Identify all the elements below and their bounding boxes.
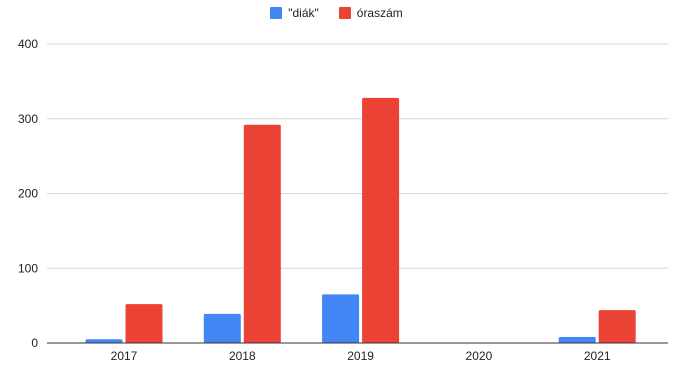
x-tick-label: 2018 xyxy=(229,349,256,363)
legend-label-diak: "diák" xyxy=(288,6,319,20)
y-tick-label: 200 xyxy=(18,187,38,201)
bar-diak xyxy=(85,339,123,343)
legend-item-diak[interactable]: "diák" xyxy=(270,6,319,20)
bar-diak xyxy=(322,294,360,343)
legend-label-oraszam: óraszám xyxy=(356,6,403,20)
legend-swatch-diak xyxy=(270,7,283,19)
x-tick-label: 2019 xyxy=(347,349,374,363)
bar-oraszam xyxy=(598,310,636,343)
legend: "diák" óraszám xyxy=(0,6,673,20)
legend-item-oraszam[interactable]: óraszám xyxy=(338,6,403,20)
y-tick-label: 100 xyxy=(18,261,38,275)
y-tick-label: 300 xyxy=(18,112,38,126)
bar-oraszam xyxy=(243,124,281,343)
bar-diak xyxy=(203,313,241,343)
x-tick-label: 2017 xyxy=(111,349,138,363)
legend-swatch-oraszam xyxy=(338,7,351,19)
bar-oraszam xyxy=(125,304,163,343)
y-tick-label: 400 xyxy=(18,37,38,51)
bar-diak xyxy=(558,337,596,343)
x-tick-label: 2021 xyxy=(584,349,611,363)
y-tick-label: 0 xyxy=(31,336,38,350)
x-tick-label: 2020 xyxy=(466,349,493,363)
bar-oraszam xyxy=(362,97,400,343)
